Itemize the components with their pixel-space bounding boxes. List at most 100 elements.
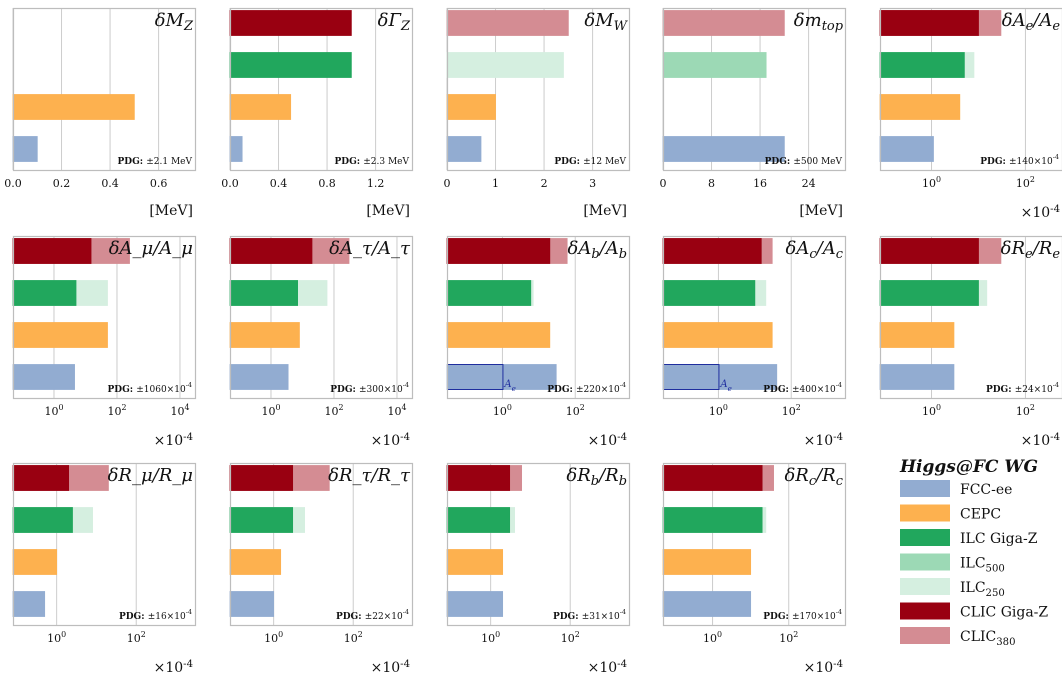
bar-cepc [12,549,58,575]
axis-multiplier-label: ×10-4 [804,659,843,676]
pdg-label: PDG: ±300×10-4 [330,381,409,395]
axis-multiplier-label: ×10-4 [154,432,193,449]
bar-fcc-ee [12,364,75,390]
tick-label: 100 [44,403,63,418]
chart-panel: δRc/Rc PDG: ±170×10-4 100 102 ×10-4 [662,462,847,676]
inner-reference-label: Ae [503,379,516,393]
bar-clic-giga-z [879,238,979,264]
tick-label: 104 [170,403,189,418]
bar-cepc [662,549,752,575]
bar-ilc-giga-z [879,280,979,306]
axis-unit-label: [MeV] [799,203,843,219]
legend-label: ILC250 [960,580,1005,599]
bar-ilc-giga-z [879,52,965,78]
tick-label: 0.6 [150,177,168,190]
bar-cepc [879,322,955,348]
tick-label: 102 [779,630,798,645]
bar-fcc-ee [662,591,752,617]
tick-label: 0 [660,177,667,190]
tick-label: 102 [1016,175,1035,190]
tick-label: 102 [324,403,343,418]
tick-label: 0.0 [4,177,22,190]
axis-multiplier-label: ×10-4 [371,659,410,676]
bar-cepc [446,322,551,348]
tick-label: 8 [708,177,715,190]
tick-label: 0 [444,177,451,190]
tick-label: 2 [541,177,548,190]
panel-frame [879,7,1062,172]
tick-label: 100 [703,630,722,645]
legend-swatch [900,529,950,546]
bar-fcc-ee [662,364,778,390]
bar-ilc500 [662,52,767,78]
bar-cepc [446,94,496,120]
panel-frame [879,235,1062,400]
tick-label: 100 [493,403,512,418]
chart-panel: δΓZ PDG: ±2.3 MeV 0.0 0.4 0.8 1.2 [MeV] [221,7,414,219]
panel-title: δRb/Rb [566,465,627,489]
tick-label: 24 [802,177,816,190]
bar-cepc [12,322,108,348]
axis-multiplier-label: ×10-4 [154,659,193,676]
tick-label: 100 [47,630,66,645]
panel-frame [12,235,197,400]
bar-fcc-ee [446,364,557,390]
bar-cepc [12,94,135,120]
bar-clic-giga-z [229,10,352,36]
chart-panel: Ae δAc/Ac PDG: ±400×10-4 100 102×10-4 [662,235,847,449]
bar-fcc-ee [879,136,934,162]
tick-label: 100 [922,403,941,418]
pdg-label: PDG: ±24×10-4 [986,381,1059,395]
panel-frame [662,462,847,627]
bar-fcc-ee [12,136,38,162]
bar-fcc-ee [446,591,504,617]
bar-clic-giga-z [229,465,294,491]
legend-label: FCC-ee [960,482,1012,498]
axis-unit-label: [MeV] [366,203,410,219]
panel-frame [229,235,414,400]
bar-clic-giga-z [12,238,92,264]
tick-label: 104 [387,403,406,418]
axis-multiplier-label: ×10-4 [588,432,627,449]
panel-title: δRc/Rc [784,465,843,489]
panel-frame [229,7,414,172]
bar-ilc-giga-z [662,507,763,533]
bar-ilc-giga-z [229,280,298,306]
tick-label: 0.8 [318,177,336,190]
pdg-label: PDG: ±31×10-4 [553,608,626,622]
tick-label: 16 [753,177,767,190]
bar-clic-giga-z [229,238,313,264]
tick-label: 100 [709,403,728,418]
legend-label: CEPC [960,507,1001,523]
panel-frame [12,7,197,172]
bar-cepc [879,94,961,120]
axis-multiplier-label: ×10-4 [588,659,627,676]
bar-ilc-giga-z [12,280,77,306]
bar-clic380 [446,10,569,36]
legend-label: CLIC Giga-Z [960,605,1048,621]
bar-ilc-giga-z [12,507,73,533]
legend-label: ILC500 [960,556,1005,575]
chart-panel: δRb/Rb PDG: ±31×10-4 100 102 ×10-4 [446,462,631,676]
axis-multiplier-label: ×10-4 [1021,432,1060,449]
bar-fcc-ee [446,136,482,162]
bar-clic-giga-z [662,465,763,491]
bar-ilc250 [446,52,564,78]
bar-clic-giga-z [12,465,70,491]
panel-title: δMW [584,10,628,34]
pdg-label: PDG: ±400×10-4 [763,381,842,395]
panel-title: δAc/Ac [786,238,844,262]
panel-title: δA_μ/A_μ [109,238,193,259]
bar-fcc-ee [229,364,289,390]
inner-reference-label: Ae [719,379,732,393]
axis-multiplier-label: ×10-4 [1021,204,1060,221]
axis-multiplier-label: ×10-4 [371,432,410,449]
panel-frame [12,462,197,627]
bar-cepc [229,549,282,575]
bar-ilc-giga-z [446,507,511,533]
bar-cepc [229,322,300,348]
chart-panel: δMZ PDG: ±2.1 MeV 0.0 0.2 0.4 0.6 [MeV] [4,7,197,219]
legend-swatch [900,480,950,497]
chart-panel: δRe/Re PDG: ±24×10-4 100 102 ×10-4 [879,235,1062,449]
